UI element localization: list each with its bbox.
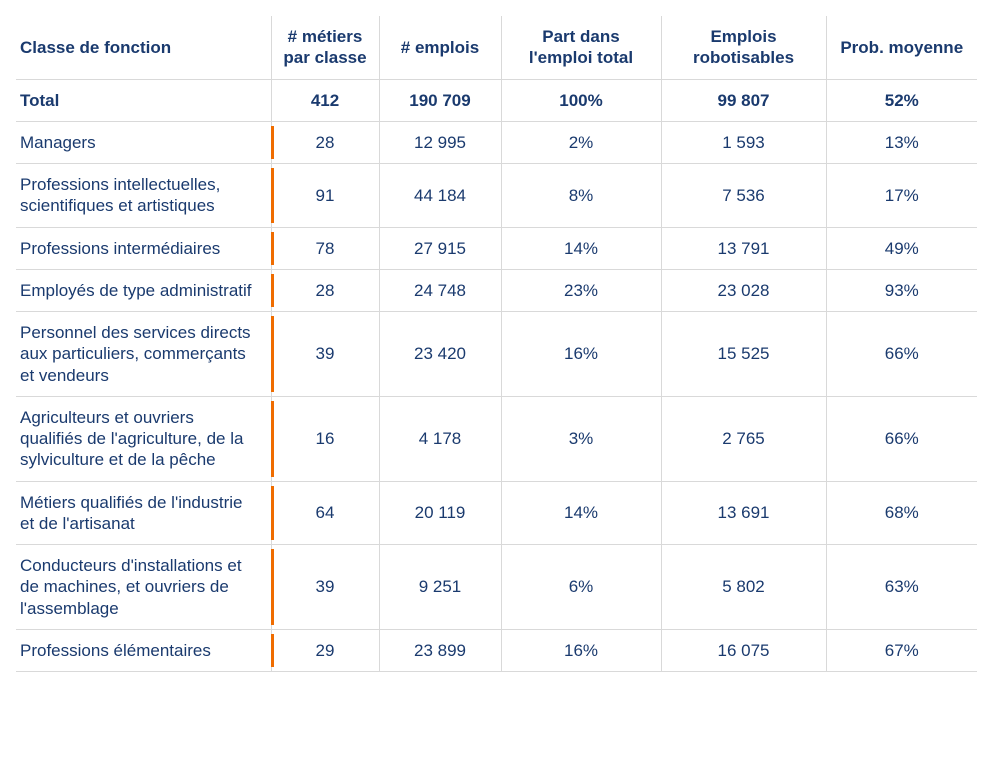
cell-emplois: 9 251 bbox=[379, 545, 501, 630]
cell-label: Managers bbox=[16, 121, 271, 163]
cell-metiers: 78 bbox=[271, 227, 379, 269]
col-header-emplois: # emplois bbox=[379, 16, 501, 79]
cell-emplois: 44 184 bbox=[379, 164, 501, 228]
cell-part: 2% bbox=[501, 121, 661, 163]
cell-emplois: 23 420 bbox=[379, 312, 501, 397]
table-row: Métiers qualifiés de l'industrie et de l… bbox=[16, 481, 977, 545]
cell-label: Professions intermédiaires bbox=[16, 227, 271, 269]
cell-part: 16% bbox=[501, 629, 661, 671]
cell-robot: 13 691 bbox=[661, 481, 826, 545]
cell-emplois: 12 995 bbox=[379, 121, 501, 163]
cell-metiers: 412 bbox=[271, 79, 379, 121]
function-class-table: Classe de fonction # métiers par classe … bbox=[16, 16, 977, 672]
cell-robot: 5 802 bbox=[661, 545, 826, 630]
table-row: Conducteurs d'installations et de machin… bbox=[16, 545, 977, 630]
cell-metiers: 28 bbox=[271, 269, 379, 311]
cell-label: Agriculteurs et ouvriers qualifiés de l'… bbox=[16, 396, 271, 481]
col-header-robot: Emplois robotisables bbox=[661, 16, 826, 79]
table-body: Total412190 709100%99 80752%Managers2812… bbox=[16, 79, 977, 672]
table-row-total: Total412190 709100%99 80752% bbox=[16, 79, 977, 121]
cell-label: Professions élémentaires bbox=[16, 629, 271, 671]
cell-prob: 67% bbox=[826, 629, 977, 671]
cell-emplois: 24 748 bbox=[379, 269, 501, 311]
cell-robot: 15 525 bbox=[661, 312, 826, 397]
cell-prob: 93% bbox=[826, 269, 977, 311]
cell-part: 16% bbox=[501, 312, 661, 397]
col-header-part: Part dans l'emploi total bbox=[501, 16, 661, 79]
cell-emplois: 23 899 bbox=[379, 629, 501, 671]
cell-prob: 63% bbox=[826, 545, 977, 630]
cell-label: Métiers qualifiés de l'industrie et de l… bbox=[16, 481, 271, 545]
cell-metiers: 91 bbox=[271, 164, 379, 228]
table-row: Professions intermédiaires7827 91514%13 … bbox=[16, 227, 977, 269]
cell-emplois: 4 178 bbox=[379, 396, 501, 481]
cell-part: 23% bbox=[501, 269, 661, 311]
cell-part: 3% bbox=[501, 396, 661, 481]
cell-robot: 1 593 bbox=[661, 121, 826, 163]
cell-emplois: 20 119 bbox=[379, 481, 501, 545]
table-row: Professions intellectuelles, scientifiqu… bbox=[16, 164, 977, 228]
cell-robot: 13 791 bbox=[661, 227, 826, 269]
cell-prob: 66% bbox=[826, 396, 977, 481]
cell-part: 14% bbox=[501, 227, 661, 269]
table-row: Personnel des services directs aux parti… bbox=[16, 312, 977, 397]
cell-metiers: 29 bbox=[271, 629, 379, 671]
cell-robot: 7 536 bbox=[661, 164, 826, 228]
table-row: Professions élémentaires2923 89916%16 07… bbox=[16, 629, 977, 671]
cell-prob: 68% bbox=[826, 481, 977, 545]
cell-metiers: 39 bbox=[271, 545, 379, 630]
cell-part: 8% bbox=[501, 164, 661, 228]
cell-metiers: 16 bbox=[271, 396, 379, 481]
col-header-prob: Prob. moyenne bbox=[826, 16, 977, 79]
cell-prob: 17% bbox=[826, 164, 977, 228]
cell-metiers: 28 bbox=[271, 121, 379, 163]
cell-prob: 52% bbox=[826, 79, 977, 121]
table-header: Classe de fonction # métiers par classe … bbox=[16, 16, 977, 79]
table-row: Managers2812 9952%1 59313% bbox=[16, 121, 977, 163]
col-header-metiers: # métiers par classe bbox=[271, 16, 379, 79]
table-row: Agriculteurs et ouvriers qualifiés de l'… bbox=[16, 396, 977, 481]
cell-part: 6% bbox=[501, 545, 661, 630]
cell-label: Personnel des services directs aux parti… bbox=[16, 312, 271, 397]
cell-label: Professions intellectuelles, scientifiqu… bbox=[16, 164, 271, 228]
cell-part: 100% bbox=[501, 79, 661, 121]
cell-prob: 49% bbox=[826, 227, 977, 269]
cell-label: Total bbox=[16, 79, 271, 121]
cell-robot: 2 765 bbox=[661, 396, 826, 481]
cell-robot: 99 807 bbox=[661, 79, 826, 121]
table-row: Employés de type administratif2824 74823… bbox=[16, 269, 977, 311]
cell-metiers: 39 bbox=[271, 312, 379, 397]
cell-robot: 23 028 bbox=[661, 269, 826, 311]
cell-label: Conducteurs d'installations et de machin… bbox=[16, 545, 271, 630]
cell-emplois: 190 709 bbox=[379, 79, 501, 121]
cell-prob: 66% bbox=[826, 312, 977, 397]
cell-metiers: 64 bbox=[271, 481, 379, 545]
cell-emplois: 27 915 bbox=[379, 227, 501, 269]
cell-label: Employés de type administratif bbox=[16, 269, 271, 311]
col-header-classe: Classe de fonction bbox=[16, 16, 271, 79]
cell-robot: 16 075 bbox=[661, 629, 826, 671]
cell-part: 14% bbox=[501, 481, 661, 545]
cell-prob: 13% bbox=[826, 121, 977, 163]
